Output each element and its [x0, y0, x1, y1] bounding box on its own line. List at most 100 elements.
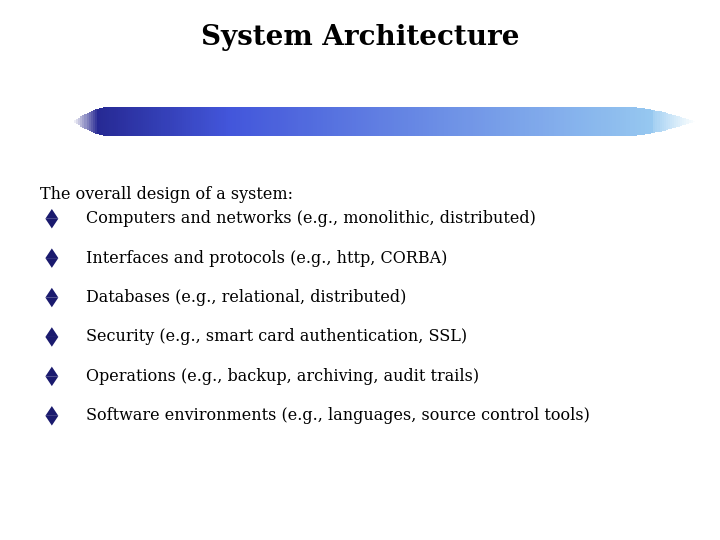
Bar: [657, 111, 660, 132]
Bar: [330, 106, 331, 136]
Bar: [402, 106, 404, 136]
Text: Databases (e.g., relational, distributed): Databases (e.g., relational, distributed…: [86, 289, 407, 306]
Bar: [302, 106, 305, 136]
Bar: [197, 106, 199, 136]
Bar: [680, 117, 683, 126]
Bar: [230, 106, 232, 136]
Polygon shape: [45, 406, 58, 416]
Bar: [471, 106, 472, 136]
Bar: [192, 106, 194, 136]
Bar: [168, 106, 170, 136]
Bar: [645, 109, 647, 134]
Bar: [620, 106, 622, 136]
Bar: [556, 106, 558, 136]
Text: Interfaces and protocols (e.g., http, CORBA): Interfaces and protocols (e.g., http, CO…: [86, 249, 448, 267]
Bar: [431, 106, 433, 136]
Bar: [491, 106, 493, 136]
Bar: [145, 106, 147, 136]
Bar: [425, 106, 427, 136]
Bar: [209, 106, 211, 136]
Bar: [288, 106, 290, 136]
Bar: [599, 106, 601, 136]
Bar: [580, 106, 582, 136]
Bar: [267, 106, 269, 136]
Bar: [348, 106, 350, 136]
Bar: [317, 106, 319, 136]
Bar: [608, 106, 610, 136]
Bar: [101, 107, 103, 136]
Bar: [624, 107, 626, 136]
Bar: [483, 106, 485, 136]
Bar: [558, 106, 560, 136]
Bar: [510, 106, 512, 136]
Bar: [485, 106, 487, 136]
Bar: [201, 106, 203, 136]
Bar: [490, 106, 491, 136]
Bar: [439, 106, 441, 136]
Bar: [84, 114, 86, 129]
Bar: [564, 106, 566, 136]
Bar: [398, 106, 400, 136]
Bar: [97, 109, 99, 134]
Bar: [643, 109, 645, 134]
Bar: [178, 106, 180, 136]
Bar: [639, 108, 641, 135]
Bar: [444, 106, 446, 136]
Bar: [76, 119, 78, 124]
Bar: [143, 106, 145, 136]
Bar: [271, 106, 274, 136]
Bar: [549, 106, 552, 136]
Bar: [479, 106, 481, 136]
Bar: [375, 106, 377, 136]
Bar: [120, 106, 122, 136]
Bar: [649, 109, 651, 134]
Bar: [213, 106, 215, 136]
Bar: [674, 115, 676, 128]
Bar: [633, 107, 634, 136]
Bar: [448, 106, 450, 136]
Bar: [533, 106, 535, 136]
Bar: [516, 106, 518, 136]
Bar: [477, 106, 479, 136]
Bar: [514, 106, 516, 136]
Bar: [366, 106, 369, 136]
Bar: [454, 106, 456, 136]
Bar: [223, 106, 225, 136]
Bar: [323, 106, 325, 136]
Bar: [176, 106, 178, 136]
Bar: [610, 106, 612, 136]
Bar: [634, 107, 636, 136]
Bar: [587, 106, 589, 136]
Bar: [678, 117, 680, 126]
Bar: [244, 106, 246, 136]
Bar: [180, 106, 182, 136]
Bar: [452, 106, 454, 136]
Bar: [597, 106, 599, 136]
Bar: [257, 106, 259, 136]
Bar: [82, 115, 84, 128]
Bar: [336, 106, 338, 136]
Bar: [390, 106, 392, 136]
Bar: [261, 106, 263, 136]
Bar: [333, 106, 336, 136]
Bar: [544, 106, 545, 136]
Bar: [525, 106, 526, 136]
Bar: [631, 107, 633, 136]
Bar: [294, 106, 296, 136]
Bar: [282, 106, 284, 136]
Bar: [535, 106, 537, 136]
Bar: [112, 106, 114, 136]
Bar: [582, 106, 585, 136]
Bar: [504, 106, 506, 136]
Bar: [78, 118, 81, 125]
Bar: [371, 106, 373, 136]
Bar: [74, 120, 76, 123]
Bar: [124, 106, 126, 136]
Bar: [660, 111, 662, 132]
Bar: [606, 106, 608, 136]
Bar: [493, 106, 495, 136]
Bar: [346, 106, 348, 136]
Bar: [232, 106, 234, 136]
Polygon shape: [45, 367, 58, 376]
Bar: [147, 106, 149, 136]
